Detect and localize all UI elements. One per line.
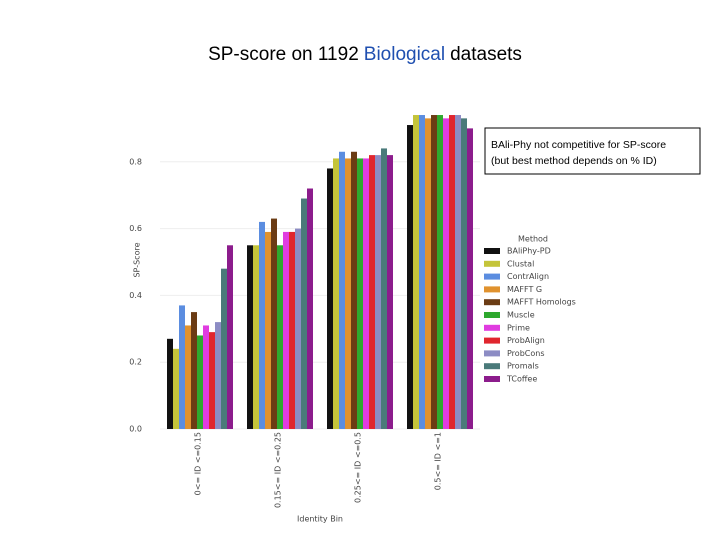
annotation: (but best method depends on % ID) (491, 155, 657, 167)
legend-swatch (484, 248, 500, 254)
title-part: SP-score on 1192 (208, 44, 359, 65)
bar (259, 221, 265, 429)
bar (437, 115, 443, 429)
legend-label: ContrAlign (507, 272, 549, 281)
x-tick-label: 0.15<= ID <=0.25 (274, 432, 283, 508)
bar (467, 128, 473, 429)
legend-swatch (484, 376, 500, 382)
legend-swatch (484, 337, 500, 344)
legend-title: Method (518, 235, 548, 244)
title-highlight: Biological (364, 44, 445, 65)
bar (227, 245, 233, 429)
y-axis-label: SP-Score (133, 242, 142, 277)
bar (387, 155, 393, 429)
legend-swatch (484, 324, 500, 331)
bar (191, 312, 197, 429)
legend-swatch (484, 363, 500, 370)
bar (381, 148, 387, 430)
bar (179, 305, 185, 429)
title-part: datasets (450, 44, 522, 65)
legend-label: MAFFT G (507, 285, 542, 294)
y-tick-label: 0.2 (129, 358, 142, 367)
legend-swatch (484, 286, 500, 293)
bar (413, 115, 419, 429)
legend-swatch (484, 312, 500, 318)
bar (173, 348, 179, 429)
bar (345, 158, 351, 429)
legend-swatch (484, 299, 500, 306)
legend-label: Clustal (507, 259, 534, 268)
bar (333, 158, 339, 429)
bar (443, 118, 449, 429)
legend-swatch (484, 273, 500, 280)
x-tick-label: 0.25<= ID <=0.5 (354, 432, 363, 503)
bar (369, 155, 375, 429)
slide-title: SP-score on 1192 Biological datasets (208, 44, 522, 65)
legend-label: TCoffee (506, 375, 537, 384)
bar (295, 228, 301, 429)
bar (357, 158, 363, 429)
bar (277, 245, 283, 429)
bar (289, 231, 295, 429)
legend-label: ProbAlign (507, 336, 545, 345)
bar (185, 325, 191, 429)
bar (203, 325, 209, 429)
annotation-box (484, 127, 701, 175)
bar (375, 155, 381, 429)
bar (221, 268, 227, 429)
y-tick-label: 0.8 (129, 157, 142, 166)
bar (449, 115, 455, 429)
legend-label: Promals (507, 362, 539, 371)
bar (455, 115, 461, 429)
bar (265, 231, 271, 429)
legend-swatch (484, 350, 500, 357)
bar (307, 188, 313, 429)
legend-label: Muscle (507, 311, 535, 320)
bar (407, 125, 413, 430)
x-tick-label: 0<= ID <=0.15 (194, 432, 203, 495)
bar (301, 198, 307, 429)
bar (419, 115, 425, 429)
legend-label: ProbCons (507, 349, 545, 358)
legend-label: Prime (507, 323, 530, 332)
bar (215, 322, 221, 429)
x-axis-label: Identity Bin (297, 515, 343, 524)
bar (271, 218, 277, 429)
bar (197, 335, 203, 429)
legend-label: BAliPhy-PD (507, 247, 551, 256)
bar (351, 151, 357, 430)
bar (247, 245, 253, 429)
y-tick-label: 0.4 (129, 291, 142, 300)
bar (167, 338, 173, 429)
bar (363, 158, 369, 429)
bar (253, 245, 259, 429)
annotation: BAli-Phy not competitive for SP-score (491, 139, 666, 151)
bar (339, 151, 345, 430)
bar (283, 231, 289, 429)
bar (431, 115, 437, 429)
bar (425, 118, 431, 429)
y-tick-label: 0.0 (129, 425, 142, 434)
y-tick-label: 0.6 (129, 224, 142, 233)
x-tick-label: 0.5<= ID <=1 (434, 432, 443, 490)
legend-swatch (484, 260, 500, 267)
bar (327, 168, 333, 429)
bar (461, 118, 467, 429)
bar (209, 332, 215, 429)
legend-label: MAFFT Homologs (507, 298, 576, 307)
